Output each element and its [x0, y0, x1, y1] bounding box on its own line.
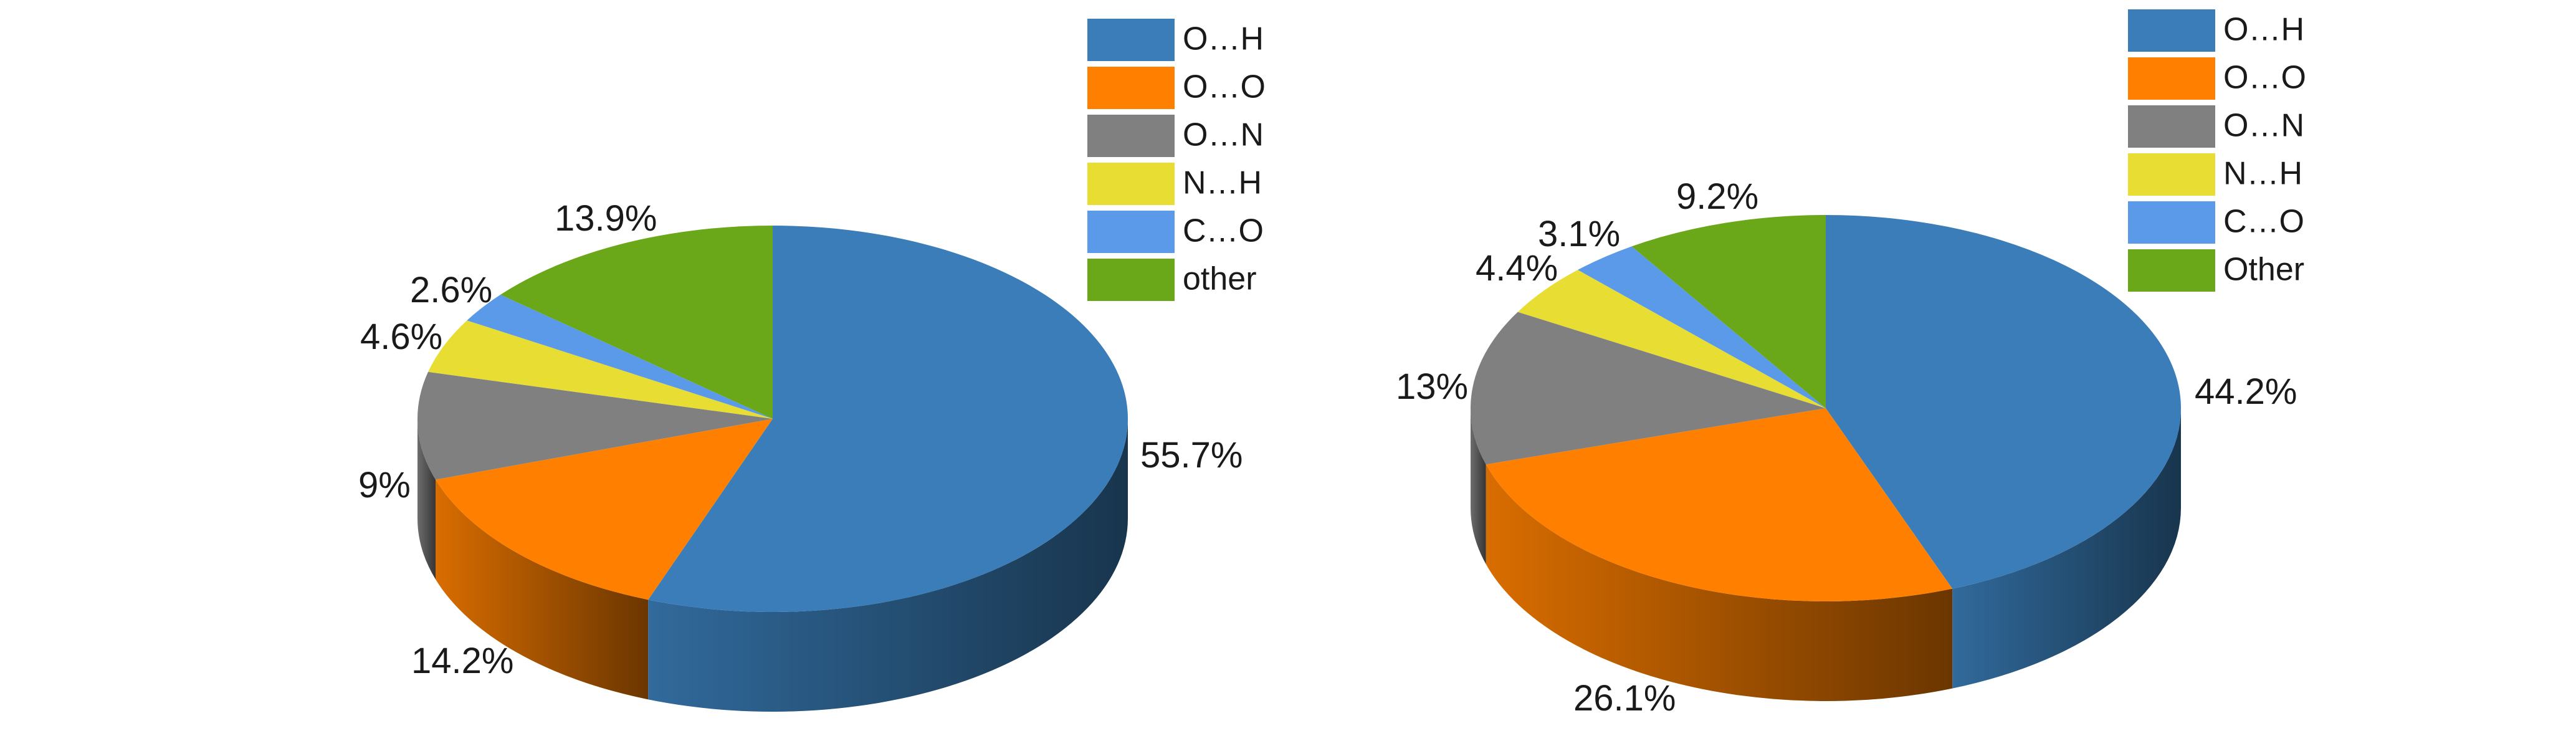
legend-swatch-6 [2128, 249, 2215, 292]
pie-side-walls [417, 419, 1128, 712]
pie-slice-4 [428, 320, 773, 419]
pie-chart-2: 44.2% 26.1% 13% 4.4%3.1% 9.2% O…H O…O O…N N…H C…O… [1396, 9, 2306, 719]
legend-swatch-3 [1087, 115, 1175, 157]
data-label-3: 9% [358, 465, 411, 505]
pie-slice-side-3 [417, 419, 436, 580]
pie-slice-side-2 [1486, 464, 1953, 702]
legend: O…H O…O O…N N…H C…O Other [2128, 9, 2306, 292]
legend-label-5: C…O [2223, 204, 2304, 240]
pie-slice-5 [1578, 246, 1826, 408]
legend-label-4: N…H [2223, 156, 2302, 192]
pie-slice-side-2 [436, 479, 649, 700]
legend-label-4: N…H [1183, 165, 1262, 201]
legend-swatch-1 [2128, 9, 2215, 52]
legend-label-1: O…H [2223, 12, 2304, 48]
pie-data-labels: 44.2% 26.1% 13% 4.4%3.1% 9.2% [1396, 176, 2297, 719]
legend-label-2: O…O [2223, 60, 2306, 96]
legend: O…H O…O O…N N…H C…O other [1087, 19, 1266, 301]
pie-top [417, 226, 1128, 613]
pie-slice-side-3 [1471, 408, 1486, 565]
pie-slice-4 [1517, 270, 1826, 408]
legend-swatch-5 [1087, 211, 1175, 253]
legend-swatch-2 [1087, 67, 1175, 109]
legend-label-3: O…N [1183, 117, 1264, 153]
pie-data-labels: 55.7% 14.2% 9% 4.6% 2.6% 13.9% [358, 198, 1243, 681]
pie-slice-1 [648, 226, 1128, 613]
data-label-2: 26.1% [1573, 678, 1676, 719]
pie-slice-side-1 [1952, 408, 2181, 689]
legend-label-5: C…O [1183, 213, 1264, 249]
pie-slice-side-1 [648, 419, 1128, 712]
data-label-2: 14.2% [411, 641, 513, 681]
legend-swatch-3 [2128, 105, 2215, 148]
pie-chart-1: 55.7% 14.2% 9% 4.6% 2.6% 13.9% O…H O…O O…N N…H C…O… [358, 19, 1266, 712]
legend-label-6: Other [2223, 252, 2304, 288]
data-label-6: 13.9% [555, 198, 657, 239]
data-label-5: 2.6% [410, 270, 492, 310]
pie-slice-5 [467, 294, 773, 419]
data-label-5: 3.1% [1538, 214, 1620, 254]
legend-label-6: other [1183, 261, 1257, 297]
legend-swatch-2 [2128, 57, 2215, 100]
data-label-4: 4.6% [360, 317, 442, 357]
pie-slice-6 [1631, 215, 1826, 408]
pie-slice-2 [436, 419, 773, 600]
pie-top [1470, 215, 2181, 602]
pie-slice-6 [500, 226, 773, 419]
legend-label-3: O…N [2223, 108, 2304, 144]
data-label-1: 44.2% [2195, 371, 2297, 412]
legend-swatch-4 [1087, 163, 1175, 205]
legend-swatch-4 [2128, 153, 2215, 196]
legend-swatch-5 [2128, 201, 2215, 244]
pie-slice-1 [1826, 215, 2181, 589]
data-label-4: 4.4% [1476, 248, 1558, 289]
pie-slice-2 [1486, 408, 1953, 602]
data-label-1: 55.7% [1140, 435, 1243, 476]
data-label-6: 9.2% [1676, 176, 1758, 217]
pie-side-walls [1471, 408, 2181, 702]
pie-slice-3 [417, 371, 773, 480]
legend-swatch-6 [1087, 259, 1175, 301]
legend-label-2: O…O [1183, 69, 1266, 105]
legend-swatch-1 [1087, 19, 1175, 61]
data-label-3: 13% [1396, 366, 1468, 407]
legend-label-1: O…H [1183, 21, 1264, 57]
pie-slice-3 [1470, 312, 1826, 465]
